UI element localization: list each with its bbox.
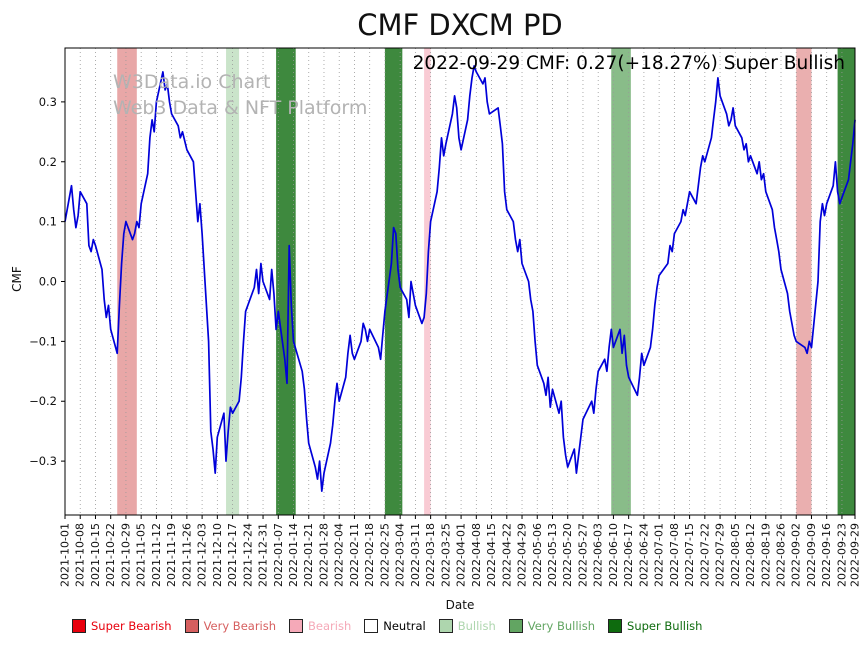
- x-tick-label: 2022-04-22: [500, 523, 513, 587]
- x-tick-label: 2022-03-25: [439, 523, 452, 587]
- legend-label-bearish: Bearish: [308, 619, 352, 633]
- legend-label-bullish: Bullish: [457, 619, 496, 633]
- y-tick-label: 0.1: [39, 215, 57, 229]
- x-tick-label: 2022-07-29: [714, 523, 727, 587]
- band-super-bullish: [837, 48, 855, 515]
- latest-value-annotation: 2022-09-29 CMF: 0.27(+18.27%) Super Bull…: [412, 53, 845, 74]
- x-tick-label: 2022-09-02: [790, 523, 803, 587]
- x-tick-label: 2021-10-15: [89, 523, 102, 587]
- x-tick-label: 2022-03-11: [409, 523, 422, 587]
- legend: Super Bearish Very Bearish Bearish Neutral B…: [72, 619, 702, 633]
- x-tick-label: 2022-04-15: [485, 523, 498, 587]
- legend-label-super-bearish: Super Bearish: [91, 619, 172, 633]
- legend-swatch-super-bearish: [72, 619, 86, 633]
- x-tick-label: 2021-10-01: [59, 523, 72, 587]
- legend-swatch-bearish: [289, 619, 304, 633]
- x-tick-label: 2022-05-13: [546, 523, 559, 587]
- page-title: CMF DXCM PD: [357, 8, 563, 42]
- legend-swatch-very-bearish: [184, 619, 199, 633]
- x-tick-label: 2021-11-19: [165, 523, 178, 587]
- x-tick-label: 2021-10-08: [74, 523, 87, 587]
- y-tick-label: 0.0: [39, 275, 57, 289]
- x-tick-label: 2022-01-07: [272, 523, 285, 587]
- legend-label-very-bearish: Very Bearish: [203, 619, 277, 633]
- x-tick-label: 2021-12-17: [226, 523, 239, 587]
- x-tick-label: 2022-09-16: [820, 523, 833, 587]
- y-tick-label: 0.2: [39, 155, 57, 169]
- watermark-line2: Web3 Data & NFT Platform: [113, 96, 368, 119]
- x-tick-label: 2022-04-08: [470, 523, 483, 587]
- x-tick-label: 2022-06-03: [592, 523, 605, 587]
- x-tick-label: 2021-10-22: [104, 523, 117, 587]
- x-tick-label: 2022-03-04: [394, 523, 407, 587]
- x-tick-label: 2022-08-26: [775, 523, 788, 587]
- x-tick-label: 2022-02-11: [348, 523, 361, 587]
- x-tick-label: 2022-01-21: [302, 523, 315, 587]
- legend-label-very-bullish: Very Bullish: [527, 619, 596, 633]
- x-tick-label: 2022-07-08: [668, 523, 681, 587]
- x-tick-label: 2021-12-31: [257, 523, 270, 587]
- x-tick-label: 2022-02-04: [333, 523, 346, 587]
- x-tick-label: 2022-05-06: [531, 523, 544, 587]
- y-tick-label: −0.1: [29, 334, 57, 348]
- y-axis-label: CMF: [10, 266, 24, 292]
- x-tick-label: 2022-09-09: [805, 523, 818, 587]
- band-super-bullish: [276, 48, 296, 515]
- x-tick-label: 2022-04-29: [516, 523, 529, 587]
- band-very-bearish: [117, 48, 137, 515]
- legend-item-super-bearish: Super Bearish: [72, 619, 172, 633]
- legend-label-super-bullish: Super Bullish: [627, 619, 703, 633]
- legend-swatch-super-bullish: [608, 619, 623, 633]
- legend-item-bullish: Bullish: [438, 619, 496, 633]
- legend-item-very-bearish: Very Bearish: [184, 619, 277, 633]
- x-tick-label: 2022-08-05: [729, 523, 742, 587]
- x-tick-label: 2022-08-19: [759, 523, 772, 587]
- x-tick-label: 2021-12-03: [196, 523, 209, 587]
- band-super-bullish: [384, 48, 403, 515]
- x-tick-label: 2022-09-29: [849, 523, 862, 587]
- x-tick-label: 2021-12-10: [211, 523, 224, 587]
- x-tick-label: 2022-02-18: [363, 523, 376, 587]
- legend-item-bearish: Bearish: [289, 619, 351, 633]
- legend-swatch-neutral: [364, 619, 379, 633]
- x-tick-label: 2021-11-12: [150, 523, 163, 587]
- x-tick-label: 2022-08-12: [744, 523, 757, 587]
- legend-item-neutral: Neutral: [364, 619, 426, 633]
- legend-item-very-bullish: Very Bullish: [508, 619, 596, 633]
- x-tick-label: 2022-05-27: [576, 523, 589, 587]
- band-very-bullish: [611, 48, 631, 515]
- x-tick-label: 2022-07-01: [653, 523, 666, 587]
- x-tick-label: 2022-07-22: [698, 523, 711, 587]
- x-tick-label: 2022-01-28: [317, 523, 330, 587]
- band-bullish: [226, 48, 240, 515]
- x-tick-label: 2022-01-14: [287, 523, 300, 587]
- x-tick-label: 2022-02-25: [378, 523, 391, 587]
- band-very-bearish: [796, 48, 812, 515]
- x-tick-label: 2022-07-15: [683, 523, 696, 587]
- legend-swatch-bullish: [438, 619, 453, 633]
- legend-item-super-bullish: Super Bullish: [608, 619, 702, 633]
- x-tick-label: 2022-06-17: [622, 523, 635, 587]
- x-tick-label: 2022-06-10: [607, 523, 620, 587]
- x-tick-label: 2022-04-01: [455, 523, 468, 587]
- x-tick-label: 2022-03-18: [424, 523, 437, 587]
- x-tick-label: 2021-11-26: [180, 523, 193, 587]
- x-tick-label: 2021-10-29: [119, 523, 132, 587]
- x-axis-label: Date: [445, 598, 475, 612]
- y-tick-label: −0.2: [29, 394, 57, 408]
- cmf-line: [64, 65, 856, 492]
- x-tick-label: 2021-12-24: [241, 523, 254, 587]
- x-tick-label: 2022-06-24: [637, 523, 650, 587]
- x-tick-label: 2021-11-05: [135, 523, 148, 587]
- legend-swatch-very-bullish: [508, 619, 523, 633]
- x-tick-label: 2022-05-20: [561, 523, 574, 587]
- y-tick-label: −0.3: [29, 454, 57, 468]
- watermark-line1: W3Data.io Chart: [113, 71, 271, 93]
- y-tick-label: 0.3: [39, 95, 57, 109]
- watermark: W3Data.io Chart Web3 Data & NFT Platform: [113, 70, 367, 121]
- x-tick-label: 2022-09-23: [835, 523, 848, 587]
- legend-label-neutral: Neutral: [383, 619, 426, 633]
